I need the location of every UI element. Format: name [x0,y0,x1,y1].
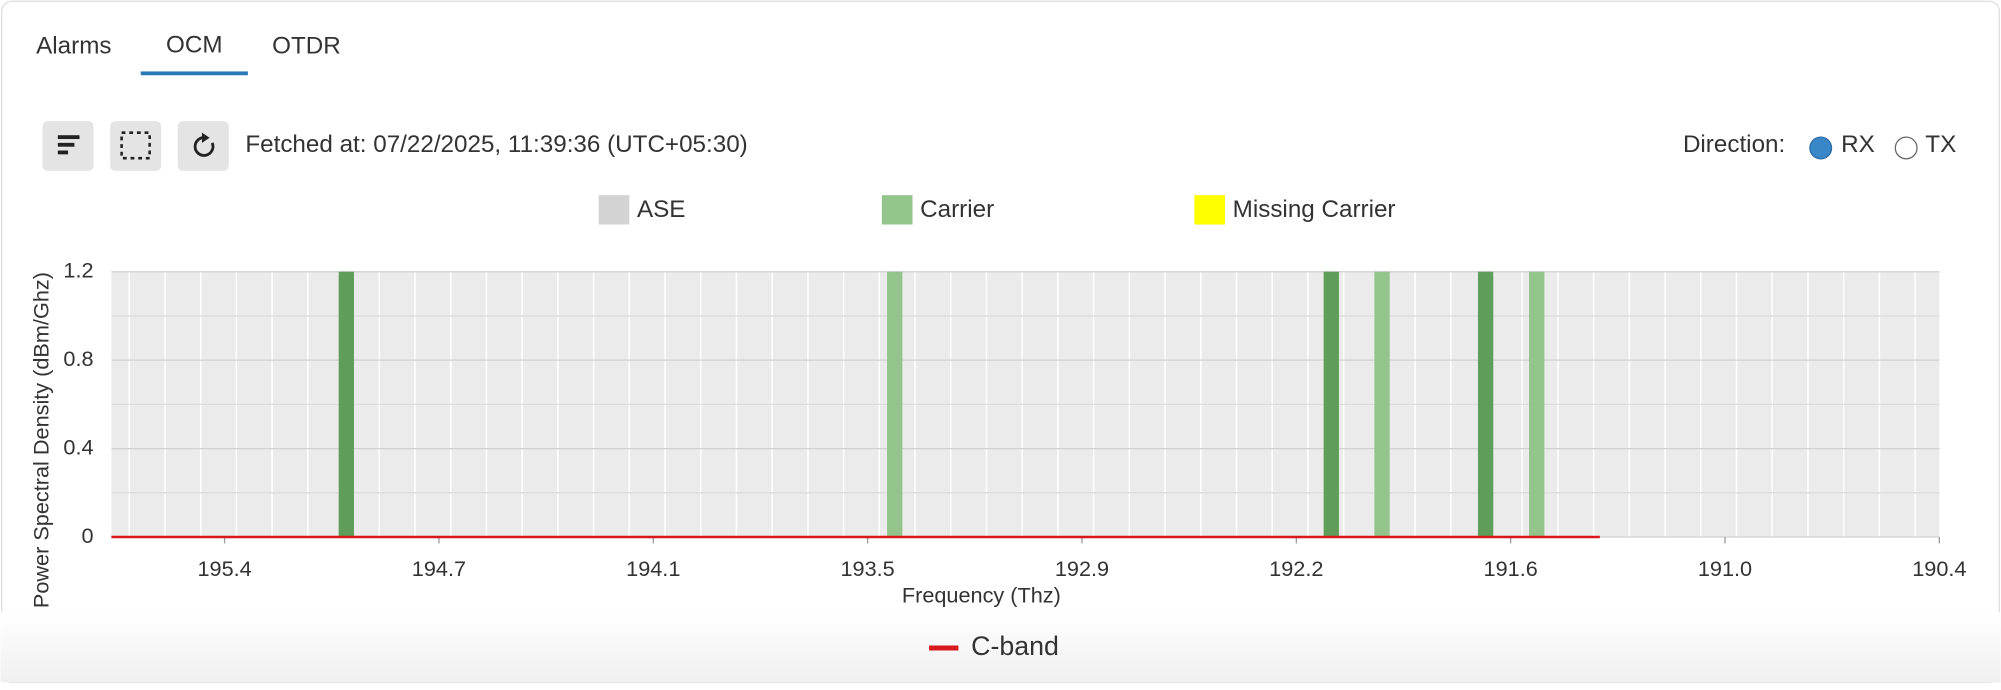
carrier-bar [1374,271,1390,538]
tab-underline [140,71,248,76]
legend-swatch [1194,195,1226,225]
refresh-button[interactable] [177,121,229,171]
carrier-bar [1529,271,1545,538]
y-tick-label: 0.4 [63,434,93,459]
direction-label: Direction: [1683,131,1785,158]
radio-label[interactable]: TX [1925,131,1956,158]
radio-label[interactable]: RX [1841,131,1875,158]
y-tick-label: 0 [81,523,93,548]
x-tick-label: 190.4 [1912,556,1966,581]
y-axis-title: Power Spectral Density (dBm/Ghz) [28,272,53,608]
fit-button[interactable] [110,121,162,171]
x-tick-label: 191.6 [1484,556,1538,581]
carrier-bar [887,271,903,538]
legend-label: ASE [637,196,685,223]
x-tick-label: 193.5 [840,556,894,581]
x-tick-label: 194.7 [412,556,466,581]
fetched-at: Fetched at: 07/22/2025, 11:39:36 (UTC+05… [245,131,747,158]
radio-checked[interactable] [1809,136,1833,160]
chart: 0 0.4 0.8 1.2 195.4 194.7 194.1 193.5 192.9 192.2… [63,195,1966,661]
legend-label: Missing Carrier [1233,196,1396,223]
tab[interactable]: Alarms [36,33,111,60]
legend-label: Carrier [920,196,994,223]
x-tick-label: 192.2 [1269,556,1323,581]
legend-swatch [881,195,913,225]
legend-swatch [598,195,630,225]
sort-button[interactable] [42,121,94,171]
footer-fade [0,612,2001,683]
radio[interactable] [1894,136,1918,160]
x-tick-label: 192.9 [1055,556,1109,581]
y-tick-label: 1.2 [63,257,93,282]
carrier-bar [1323,271,1339,538]
tab[interactable]: OTDR [272,33,341,60]
y-tick-label: 0.8 [63,346,93,371]
x-tick-label: 194.1 [626,556,680,581]
x-axis-title: Frequency (Thz) [902,583,1061,608]
legend-label: C-band [971,631,1059,661]
carrier-bar [1477,271,1494,538]
x-tick-label: 195.4 [197,556,251,581]
carrier-bar [338,271,354,538]
tab-active[interactable]: OCM [166,31,223,58]
x-tick-label: 191.0 [1698,556,1752,581]
